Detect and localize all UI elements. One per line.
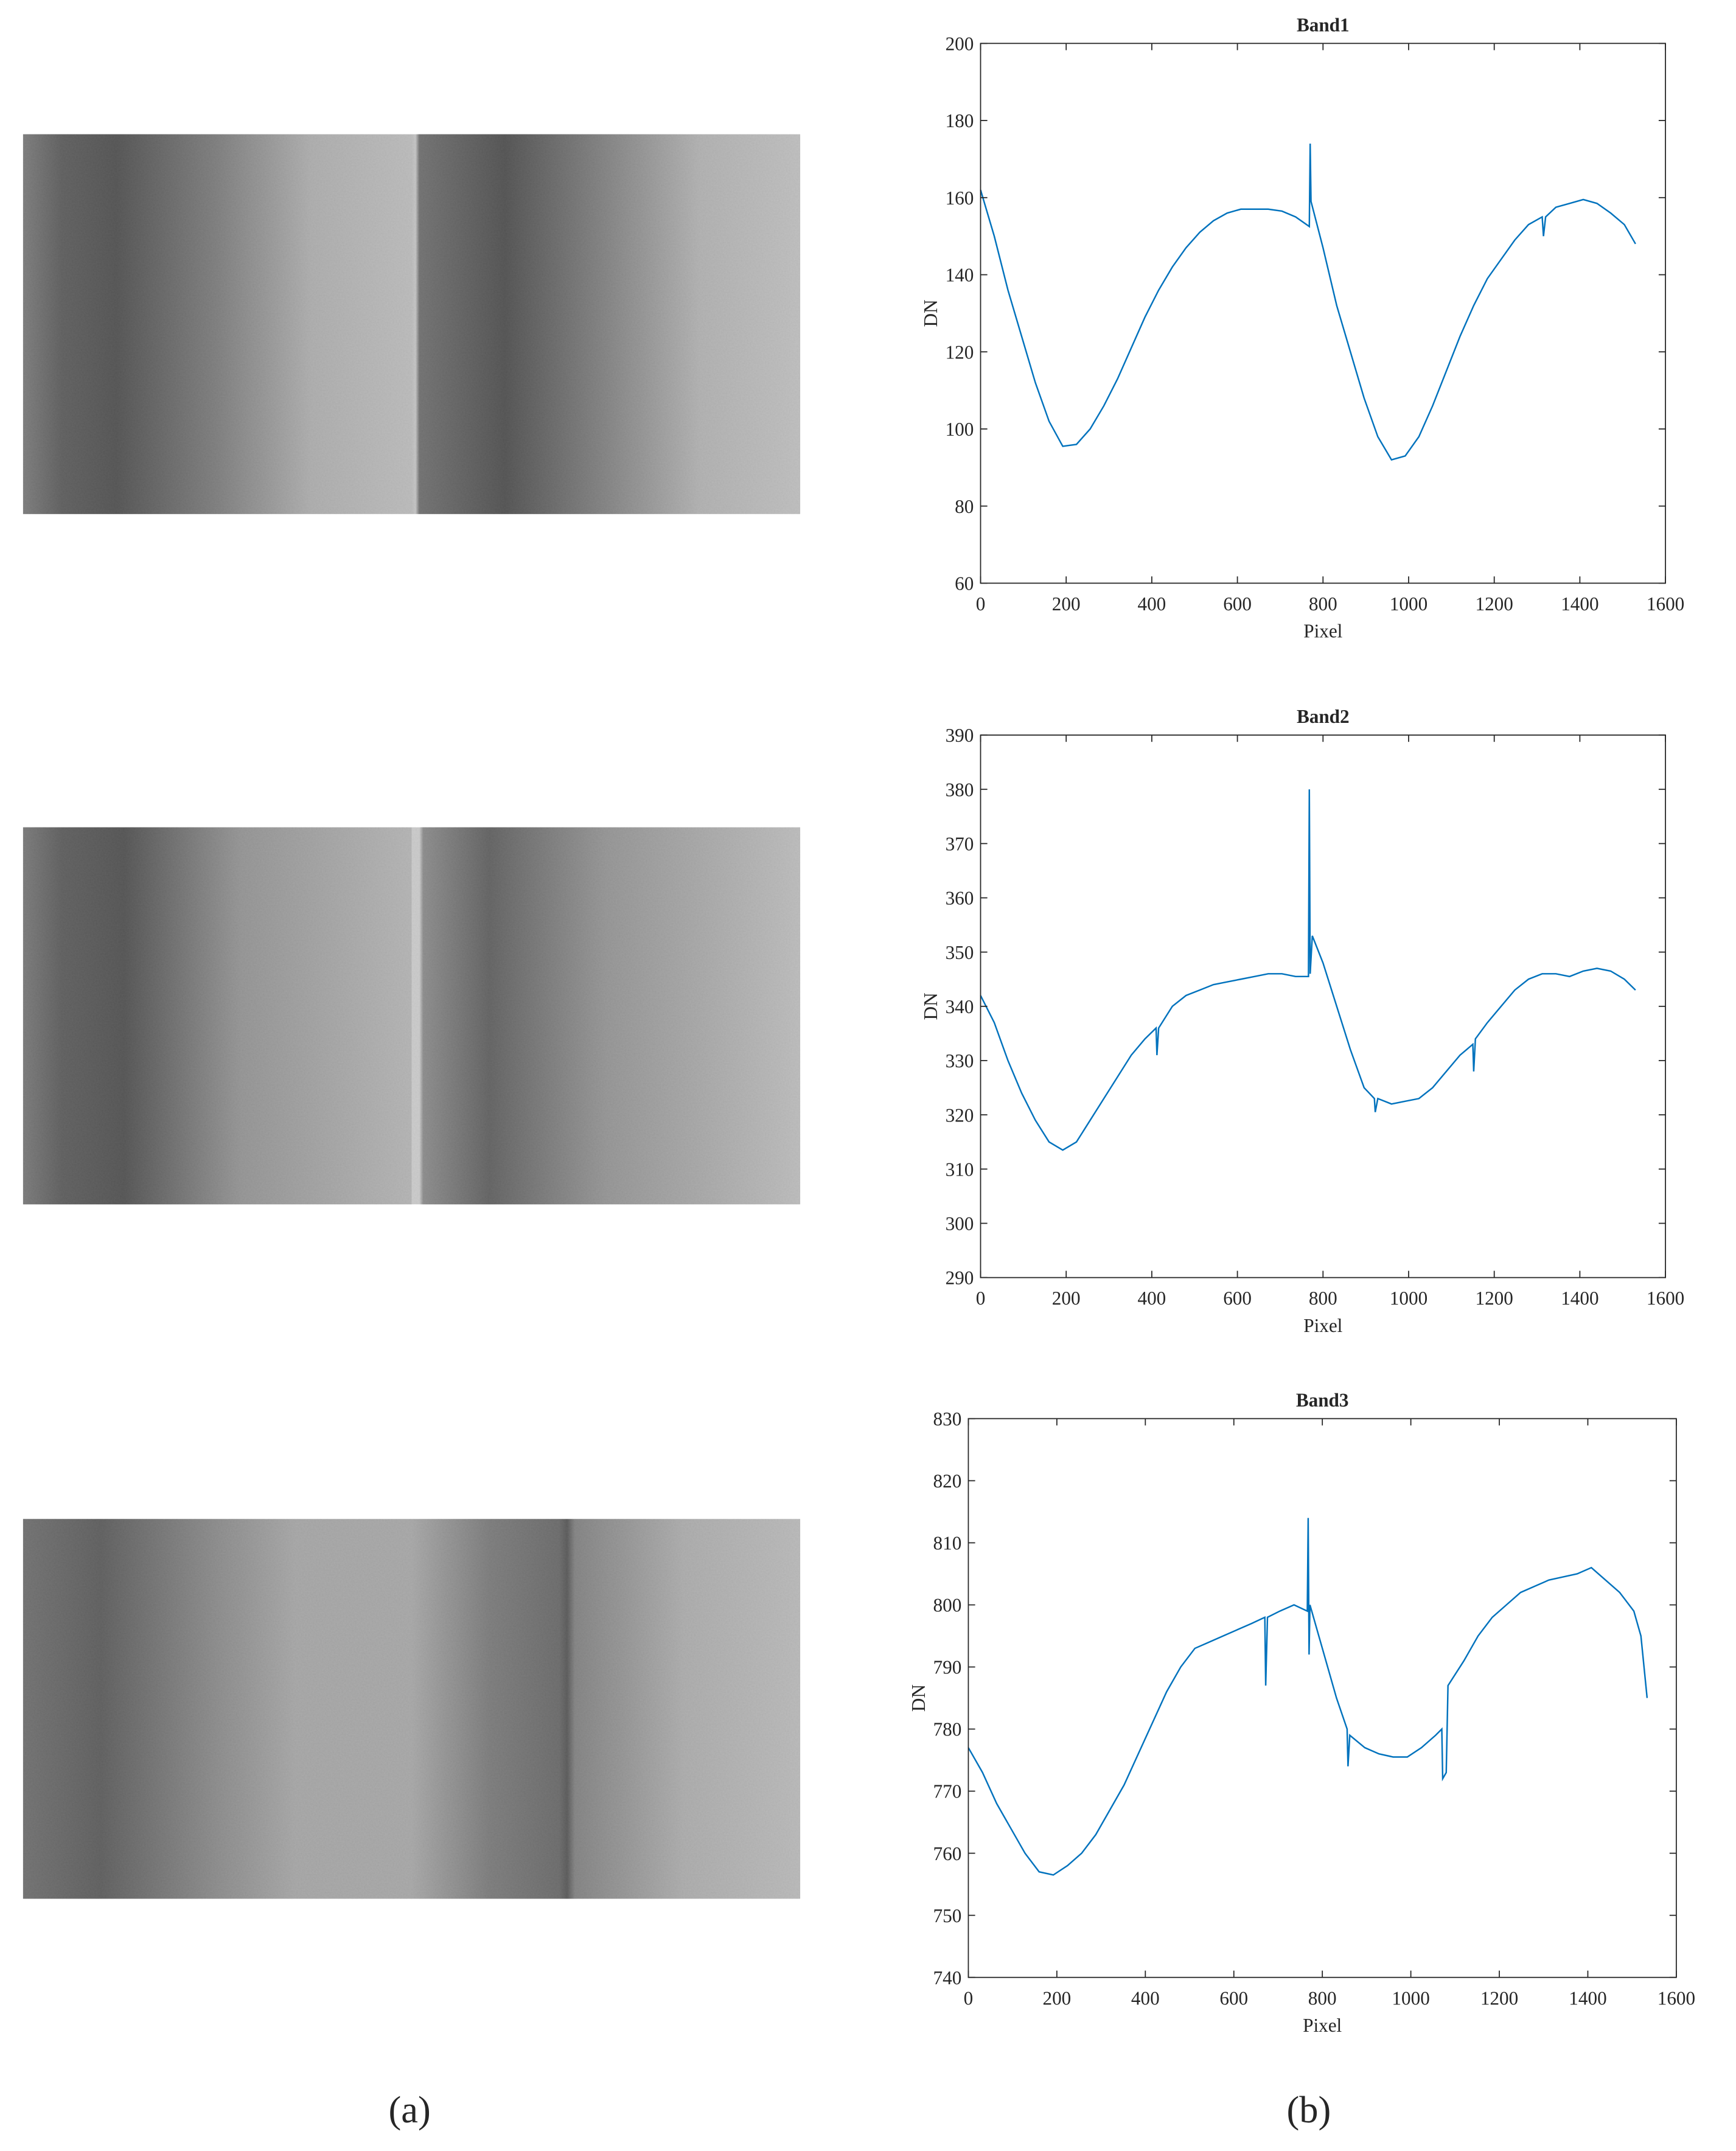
image-noise — [23, 827, 801, 1205]
y-tick-label: 820 — [933, 1471, 962, 1492]
y-axis-label: DN — [920, 299, 941, 327]
x-tick-label: 1000 — [1390, 1288, 1427, 1309]
y-tick-label: 160 — [946, 187, 974, 209]
x-tick-label: 400 — [1131, 1987, 1160, 2009]
chart: 0 200 400 600 800 1000 1200 1400 1600 740 750 760 77… — [908, 1389, 1695, 2036]
y-tick-label: 120 — [946, 341, 974, 363]
x-tick-label: 800 — [1309, 593, 1337, 615]
x-tick-label: 0 — [964, 1987, 974, 2009]
x-axis-label: Pixel — [1303, 1315, 1342, 1336]
x-tick-label: 0 — [976, 593, 986, 615]
y-tick-label: 790 — [933, 1657, 962, 1678]
x-tick-label: 1600 — [1658, 1987, 1695, 2009]
y-tick-label: 330 — [946, 1050, 974, 1072]
caption: (b) — [1287, 2089, 1331, 2131]
y-tick-label: 340 — [946, 996, 974, 1017]
data-line — [980, 144, 1636, 461]
x-tick-label: 1600 — [1647, 1288, 1684, 1309]
x-tick-label: 1400 — [1561, 1288, 1598, 1309]
y-tick-label: 140 — [946, 265, 974, 286]
x-tick-label: 1200 — [1475, 593, 1513, 615]
x-tick-label: 200 — [1052, 1288, 1081, 1309]
y-tick-label: 300 — [946, 1213, 974, 1235]
y-tick-label: 750 — [933, 1905, 962, 1926]
axes-box — [967, 1418, 1677, 1978]
chart-title: Band3 — [1296, 1389, 1349, 1410]
y-tick-label: 310 — [946, 1159, 974, 1180]
panel-a — [23, 134, 801, 1899]
y-tick-label: 360 — [946, 888, 974, 909]
x-tick-label: 600 — [1219, 1987, 1248, 2009]
chart-title: Band2 — [1297, 706, 1350, 727]
x-tick-label: 800 — [1308, 1987, 1337, 2009]
y-tick-label: 290 — [946, 1267, 974, 1289]
chart: 0 200 400 600 800 1000 1200 1400 1600 290 300 310 32… — [920, 706, 1684, 1336]
y-tick-label: 760 — [933, 1843, 962, 1864]
y-tick-label: 320 — [946, 1104, 974, 1126]
y-tick-label: 770 — [933, 1781, 962, 1802]
y-tick-label: 100 — [946, 419, 974, 440]
x-tick-label: 800 — [1309, 1288, 1337, 1309]
x-tick-label: 1200 — [1475, 1288, 1513, 1309]
y-tick-label: 370 — [946, 834, 974, 855]
y-tick-label: 380 — [946, 779, 974, 800]
y-axis-label: DN — [908, 1684, 929, 1712]
chart-title: Band1 — [1297, 14, 1350, 35]
data-line — [967, 1518, 1648, 1876]
axes-box — [980, 43, 1666, 584]
axes-box — [980, 734, 1666, 1278]
x-tick-label: 200 — [1042, 1987, 1071, 2009]
x-tick-label: 1000 — [1390, 593, 1427, 615]
x-tick-label: 1400 — [1569, 1987, 1606, 2009]
image-noise — [23, 1519, 801, 1899]
y-tick-label: 60 — [955, 573, 974, 594]
y-tick-label: 740 — [933, 1967, 962, 1989]
x-tick-label: 1200 — [1480, 1987, 1518, 2009]
y-tick-label: 200 — [946, 33, 974, 54]
x-axis-label: Pixel — [1303, 2015, 1342, 2036]
data-line — [980, 789, 1636, 1151]
y-tick-label: 80 — [955, 496, 974, 517]
x-tick-label: 400 — [1138, 1288, 1166, 1309]
x-tick-label: 1400 — [1561, 593, 1598, 615]
x-tick-label: 600 — [1223, 593, 1252, 615]
y-tick-label: 830 — [933, 1409, 962, 1430]
chart: 0 200 400 600 800 1000 1200 1400 1600 60 80 100 120 1… — [920, 14, 1684, 641]
y-tick-label: 390 — [946, 725, 974, 746]
y-axis-label: DN — [920, 992, 941, 1020]
y-tick-label: 180 — [946, 110, 974, 131]
y-tick-label: 810 — [933, 1533, 962, 1554]
x-tick-label: 1000 — [1392, 1987, 1429, 2009]
x-tick-label: 400 — [1138, 593, 1166, 615]
y-tick-label: 350 — [946, 942, 974, 963]
x-axis-label: Pixel — [1303, 621, 1342, 642]
y-tick-label: 800 — [933, 1595, 962, 1616]
x-tick-label: 0 — [976, 1288, 986, 1309]
x-tick-label: 600 — [1223, 1288, 1252, 1309]
caption: (a) — [389, 2089, 431, 2131]
x-tick-label: 200 — [1052, 593, 1081, 615]
x-tick-label: 1600 — [1647, 593, 1684, 615]
y-tick-label: 780 — [933, 1719, 962, 1740]
image-noise — [23, 134, 801, 514]
